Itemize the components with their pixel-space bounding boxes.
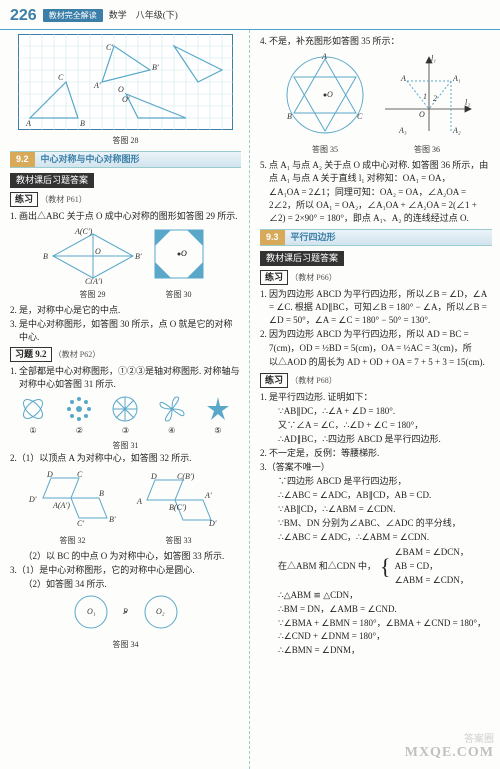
svg-text:B: B — [99, 489, 104, 498]
item-1: 1. 画出△ABC 关于点 O 成中心对称的图形如答图 29 所示. — [10, 210, 241, 223]
r-5b: ∠A₁OA = 2∠1；同理可知：OA₂ = OA，∠A₂OA = 2∠2，所以… — [260, 186, 492, 225]
answer-header-r: 教材课后习题答案 — [260, 251, 344, 266]
sec-title: 中心对称与中心对称图形 — [35, 152, 146, 167]
svg-text:1: 1 — [423, 92, 427, 101]
page-number: 226 — [10, 4, 37, 27]
svg-text:A: A — [25, 119, 31, 128]
svg-text:2: 2 — [433, 94, 437, 103]
svg-text:C: C — [58, 73, 64, 82]
svg-text:C′: C′ — [106, 43, 113, 52]
section-93-bar: 9.3 平行四边形 — [260, 229, 492, 246]
svg-text:D: D — [150, 472, 157, 481]
svg-text:O: O — [181, 249, 187, 258]
svg-text:A: A — [400, 74, 406, 83]
lianxi-r1: 练习 — [260, 270, 288, 285]
svg-text:A: A — [136, 497, 142, 506]
lianxi-box: 练习 — [10, 192, 38, 207]
figure-34: O₁ P O₂ 答图 34 — [10, 592, 241, 651]
watermark: MXQE.COM — [405, 743, 494, 763]
xiti-box: 习题 9.2 — [10, 347, 52, 362]
xiti-ref: （教材 P62） — [54, 350, 100, 359]
r-p68-1a: 1. 是平行四边形. 证明如下： — [260, 391, 492, 404]
svg-text:O₂: O₂ — [156, 607, 165, 616]
r-p66-1: 1. 因为四边形 ABCD 为平行四边形，所以∠B = ∠D，∠A = ∠C. … — [260, 288, 492, 327]
figure-28: A B C O C′ A′ B′ O′ 答图 28 — [10, 34, 241, 147]
svg-text:B: B — [287, 112, 292, 121]
r-5a: 5. 点 A₁ 与点 A₂ 关于点 O 成中心对称. 如答图 36 所示，由点 … — [260, 159, 492, 185]
svg-text:C(B′): C(B′) — [177, 472, 195, 481]
subject-label: 数学 八年级(下) — [109, 9, 178, 22]
svg-text:B: B — [43, 252, 48, 261]
figure-33: DC(B′) AD′ B(C′)A′ 答图 33 — [129, 468, 229, 547]
svg-text:B(C′): B(C′) — [169, 503, 187, 512]
svg-text:O₁: O₁ — [87, 607, 96, 616]
xt-2-2: （2）以 BC 的中点 O 为对称中心，如答图 33 所示. — [10, 550, 241, 563]
xt-3-1: 3.（1）是中心对称图形，它的对称中心是圆心. — [10, 564, 241, 577]
lianxi-ref: （教材 P61） — [40, 195, 86, 204]
svg-text:D′: D′ — [208, 519, 217, 528]
r-p66-2b: 7(cm)，OD = ½BD = 5(cm)，OA = ½AC = 3(cm)，… — [260, 342, 492, 355]
svg-text:B′: B′ — [135, 252, 142, 261]
svg-text:A′: A′ — [204, 491, 212, 500]
svg-text:C(A′): C(A′) — [85, 277, 103, 284]
r-p68-3: 3.（答案不唯一） — [260, 461, 492, 474]
svg-text:A′: A′ — [93, 81, 101, 90]
svg-text:A₃: A₃ — [398, 126, 407, 135]
sec93-title: 平行四边形 — [285, 230, 342, 245]
r-p66-2c: 以△AOD 的周长为 AD + OD + OA = 7 + 5 + 3 = 15… — [260, 356, 492, 369]
svg-text:D′: D′ — [28, 495, 37, 504]
figure-32: DC D′A(A′) BB′ C′ 答图 32 — [23, 468, 123, 547]
svg-text:A(A′): A(A′) — [52, 501, 70, 510]
svg-text:B: B — [80, 119, 85, 128]
brace-block: 在△ABM 和△CDN 中， { ∠BAM = ∠DCN， AB = CD， ∠… — [260, 545, 492, 588]
lianxi-r2: 练习 — [260, 373, 288, 388]
figure-35: A B C O 答图 35 — [277, 51, 373, 156]
svg-text:O′: O′ — [122, 95, 130, 104]
svg-text:B′: B′ — [109, 515, 116, 524]
r-p66-2a: 2. 因为四边形 ABCD 为平行四边形，所以 AD = BC = — [260, 328, 492, 341]
svg-text:A: A — [321, 52, 327, 61]
item-3: 3. 是中心对称图形，如答图 30 所示，点 O 就是它的对称中心. — [10, 318, 241, 344]
svg-text:C: C — [357, 112, 363, 121]
section-92-bar: 9.2 中心对称与中心对称图形 — [10, 151, 241, 168]
answer-header: 教材课后习题答案 — [10, 173, 94, 188]
xt-3-2: （2）如答图 34 所示. — [10, 578, 241, 591]
figure-31-icons — [10, 394, 241, 424]
svg-text:l₁: l₁ — [431, 54, 436, 63]
svg-text:l₂: l₂ — [465, 98, 470, 107]
left-column: A B C O C′ A′ B′ O′ 答图 28 9.2 中心对称与中心对称图形 教材课… — [0, 30, 250, 769]
right-column: 4. 不是，补充图形如答图 35 所示： A B C — [250, 30, 500, 769]
xt-1: 1. 全部都是中心对称图形，①②③是轴对称图形. 对称轴与对称中心如答图 31 … — [10, 365, 241, 391]
svg-text:O: O — [419, 110, 425, 119]
item-2: 2. 是，对称中心是它的中点. — [10, 304, 241, 317]
svg-text:O: O — [327, 90, 333, 99]
svg-text:O: O — [118, 85, 124, 94]
figure-29: A(C′)B′ C(A′)B O 答图 29 — [43, 226, 143, 301]
figure-30: O 答图 30 — [149, 226, 209, 301]
svg-text:C: C — [77, 470, 83, 479]
svg-text:A₁: A₁ — [452, 74, 461, 83]
svg-text:C′: C′ — [77, 519, 84, 528]
svg-text:A(C′): A(C′) — [74, 227, 93, 236]
series-badge: 教材完全解读 — [43, 9, 103, 23]
figure-36: l₁ l₂ A A₁ A₂ A₃ O 1 2 答图 36 — [379, 51, 475, 156]
sec-num: 9.2 — [10, 152, 35, 167]
svg-text:O: O — [95, 247, 101, 256]
page-header: 226 教材完全解读 数学 八年级(下) — [0, 0, 500, 30]
svg-text:D: D — [46, 470, 53, 479]
svg-text:P: P — [122, 607, 128, 616]
fig28-label: 答图 28 — [10, 135, 241, 147]
xt-2-1: 2.（1）以顶点 A 为对称中心，如答图 32 所示. — [10, 452, 241, 465]
svg-text:A₂: A₂ — [452, 126, 461, 135]
r-p68-2: 2. 不一定是，反例：等腰梯形. — [260, 447, 492, 460]
sec93-num: 9.3 — [260, 230, 285, 245]
r-4: 4. 不是，补充图形如答图 35 所示： — [260, 35, 492, 48]
svg-text:B′: B′ — [152, 63, 159, 72]
